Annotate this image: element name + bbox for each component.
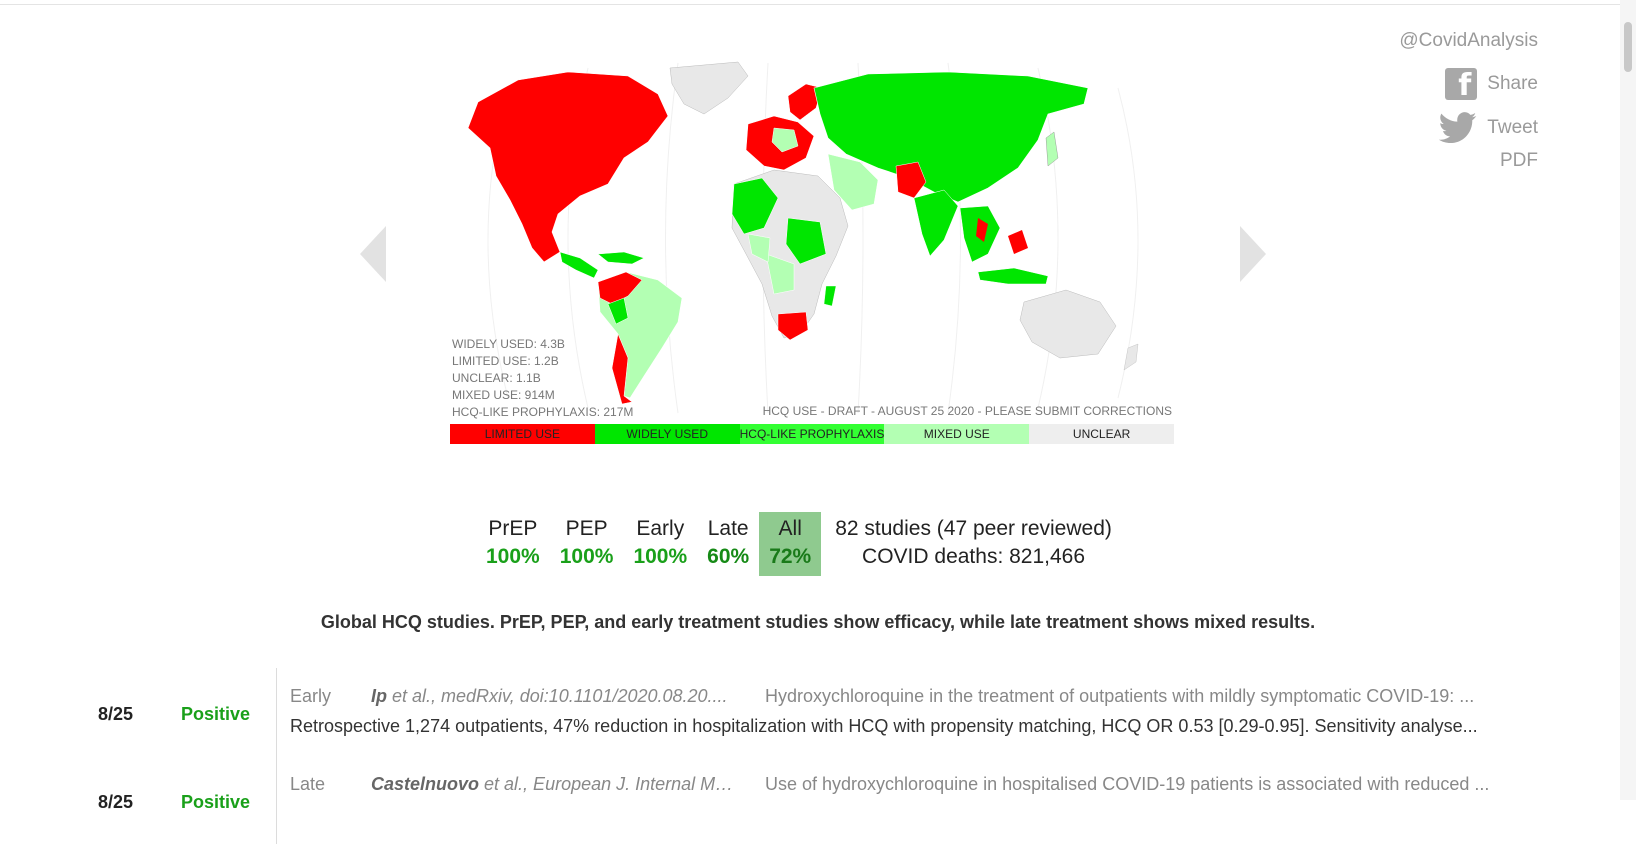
stat-prep-label: PrEP bbox=[488, 517, 538, 540]
study-author: Ip bbox=[371, 686, 387, 706]
stat-late-pct: 60% bbox=[707, 545, 750, 568]
study-title[interactable]: Hydroxychloroquine in the treatment of o… bbox=[765, 686, 1475, 706]
stat-late-label: Late bbox=[707, 517, 749, 540]
map-legend: LIMITED USE WIDELY USED HCQ-LIKE PROPHYL… bbox=[450, 424, 1174, 444]
colombia-venezuela-region bbox=[597, 271, 643, 305]
central-america-region bbox=[559, 251, 599, 279]
stat-limited-use: LIMITED USE: 1.2B bbox=[452, 354, 559, 368]
tweet-button[interactable]: Tweet bbox=[1399, 112, 1538, 144]
stat-late[interactable]: Late 60% bbox=[697, 512, 759, 576]
hcq-use-world-map: WIDELY USED: 4.3B LIMITED USE: 1.2B UNCL… bbox=[448, 58, 1176, 450]
study-citation[interactable]: Castelnuovo et al., European J. Internal… bbox=[371, 774, 739, 795]
legend-widely-used: WIDELY USED bbox=[594, 424, 740, 444]
legend-hcq-prophylaxis: HCQ-LIKE PROPHYLAXIS bbox=[739, 424, 885, 444]
scrollbar-thumb[interactable] bbox=[1624, 22, 1632, 72]
stat-widely-used: WIDELY USED: 4.3B bbox=[452, 337, 565, 351]
legend-mixed-use: MIXED USE bbox=[884, 424, 1030, 444]
stat-prep[interactable]: PrEP 100% bbox=[476, 512, 550, 576]
stat-prep-pct: 100% bbox=[486, 545, 540, 568]
study-stage: Late bbox=[290, 774, 326, 794]
pdf-link[interactable]: PDF bbox=[1500, 150, 1538, 171]
row-divider bbox=[276, 756, 277, 844]
studies-count: 82 studies (47 peer reviewed) bbox=[835, 517, 1112, 540]
chile-region bbox=[611, 333, 633, 405]
study-author: Castelnuovo bbox=[371, 774, 480, 794]
indonesia-region bbox=[977, 267, 1049, 285]
previous-arrow-button[interactable] bbox=[360, 226, 386, 282]
study-row[interactable]: 8/25 Positive Late Castelnuovo et al., E… bbox=[0, 756, 1620, 844]
stat-pep[interactable]: PEP 100% bbox=[550, 512, 624, 576]
stat-all-label: All bbox=[778, 517, 802, 540]
study-row[interactable]: 8/25 Positive Early Ip et al., medRxiv, … bbox=[0, 668, 1620, 756]
study-date: 8/25 bbox=[98, 792, 134, 812]
map-draft-note: HCQ USE - DRAFT - AUGUST 25 2020 - PLEAS… bbox=[762, 404, 1172, 418]
stat-early[interactable]: Early 100% bbox=[623, 512, 697, 576]
legend-unclear: UNCLEAR bbox=[1029, 424, 1174, 444]
study-title[interactable]: Use of hydroxychloroquine in hospitalise… bbox=[765, 774, 1490, 794]
next-arrow-button[interactable] bbox=[1240, 226, 1266, 282]
stat-all[interactable]: All 72% bbox=[759, 512, 822, 576]
tweet-label: Tweet bbox=[1487, 117, 1538, 138]
study-stage: Early bbox=[290, 686, 332, 706]
study-description: Retrospective 1,274 outpatients, 47% red… bbox=[290, 716, 1478, 736]
covid-deaths: COVID deaths: 821,466 bbox=[862, 545, 1086, 568]
twitter-handle-link[interactable]: @CovidAnalysis bbox=[1399, 30, 1538, 51]
facebook-share-button[interactable]: f Share bbox=[1399, 68, 1538, 102]
study-citation-rest: et al., medRxiv, doi:10.1101/2020.08.20.… bbox=[387, 686, 728, 706]
russia-asia-region bbox=[813, 71, 1089, 203]
facebook-icon: f bbox=[1445, 68, 1478, 102]
india-region bbox=[913, 189, 959, 257]
row-divider bbox=[276, 668, 277, 756]
south-africa-region bbox=[777, 311, 809, 341]
studies-summary: 82 studies (47 peer reviewed) COVID deat… bbox=[835, 512, 1112, 576]
stat-early-pct: 100% bbox=[633, 545, 688, 568]
study-citation-rest: et al., European J. Internal Me... bbox=[479, 774, 739, 794]
pakistan-region bbox=[895, 161, 927, 199]
summary-text: Global HCQ studies. PrEP, PEP, and early… bbox=[320, 612, 1316, 632]
north-america-region bbox=[467, 71, 669, 263]
study-list: 8/25 Positive Early Ip et al., medRxiv, … bbox=[0, 668, 1620, 844]
page-scrollbar[interactable] bbox=[1620, 0, 1636, 800]
share-label: Share bbox=[1487, 73, 1538, 94]
stat-all-pct: 72% bbox=[769, 545, 812, 568]
stat-unclear: UNCLEAR: 1.1B bbox=[452, 371, 541, 385]
study-citation[interactable]: Ip et al., medRxiv, doi:10.1101/2020.08.… bbox=[371, 686, 739, 707]
middle-east-region bbox=[827, 153, 879, 211]
study-result: Positive bbox=[181, 704, 251, 724]
scandinavia-region bbox=[787, 83, 823, 121]
efficacy-stats: PrEP 100% PEP 100% Early 100% Late 60% A… bbox=[476, 512, 1112, 576]
legend-limited-use: LIMITED USE bbox=[450, 424, 595, 444]
greenland-region bbox=[669, 61, 749, 115]
top-divider bbox=[0, 4, 1620, 5]
study-date: 8/25 bbox=[98, 704, 134, 724]
stat-mixed-use: MIXED USE: 914M bbox=[452, 388, 555, 402]
australia-region bbox=[1019, 289, 1117, 359]
stat-pep-pct: 100% bbox=[559, 545, 614, 568]
world-map-graphic bbox=[467, 61, 1139, 414]
twitter-bird-icon bbox=[1439, 112, 1477, 144]
social-links: @CovidAnalysis f Share Tweet PDF bbox=[1399, 30, 1538, 172]
stat-prophylaxis: HCQ-LIKE PROPHYLAXIS: 217M bbox=[452, 405, 634, 419]
stat-pep-label: PEP bbox=[565, 517, 608, 540]
stat-early-label: Early bbox=[636, 517, 685, 540]
study-result: Positive bbox=[181, 792, 251, 812]
map-population-stats: WIDELY USED: 4.3B LIMITED USE: 1.2B UNCL… bbox=[452, 336, 633, 421]
